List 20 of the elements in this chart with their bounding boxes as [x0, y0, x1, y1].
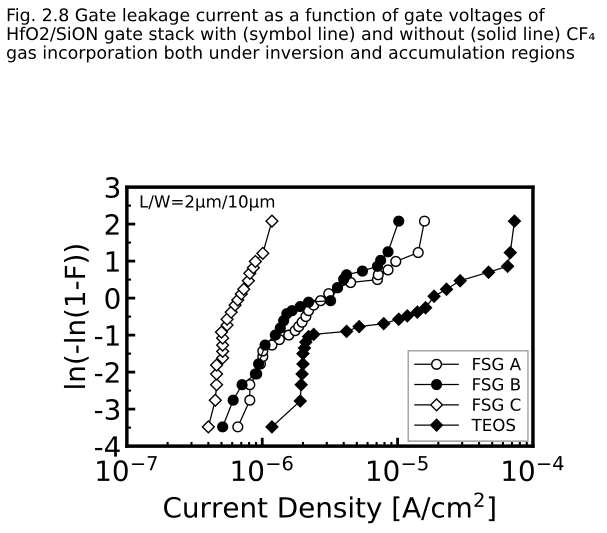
y-tick-label: -2	[94, 362, 119, 383]
y-tick-label: 2	[106, 214, 119, 235]
legend-label: TEOS	[472, 418, 516, 432]
y-tick-label: -1	[94, 325, 119, 346]
legend-label: FSG A	[473, 358, 521, 370]
y-tick-label: -4	[94, 436, 120, 457]
y-tick-label: -3	[94, 399, 120, 420]
chart-title: Fig. 2.8 Gate leakage current as a function of gate voltages of HfO2/SiON gate stack with (symbol line) and without (solid line) CF₄ gas incorporation both under inversion and accumulation regions	[7, 8, 595, 62]
x-tick-label: 10$^{−7}$	[97, 456, 157, 482]
legend-label: FSG C	[473, 398, 520, 411]
x-tick-label: 10$^{−4}$	[503, 456, 564, 482]
annotation: L/W=2µm/10µm	[140, 195, 274, 211]
legend-label: FSG B	[473, 378, 520, 391]
x-tick-label: 10$^{−5}$	[368, 456, 428, 482]
y-tick-label: 1	[106, 251, 119, 272]
y-tick-label: 3	[106, 177, 120, 198]
y-axis-title: ln(-ln(1-F))	[64, 245, 89, 388]
y-tick-label: 0	[105, 288, 120, 310]
x-axis-title: Current Density [A/cm$^{2}$]	[164, 492, 495, 524]
x-tick-label: 10$^{−6}$	[232, 456, 293, 482]
